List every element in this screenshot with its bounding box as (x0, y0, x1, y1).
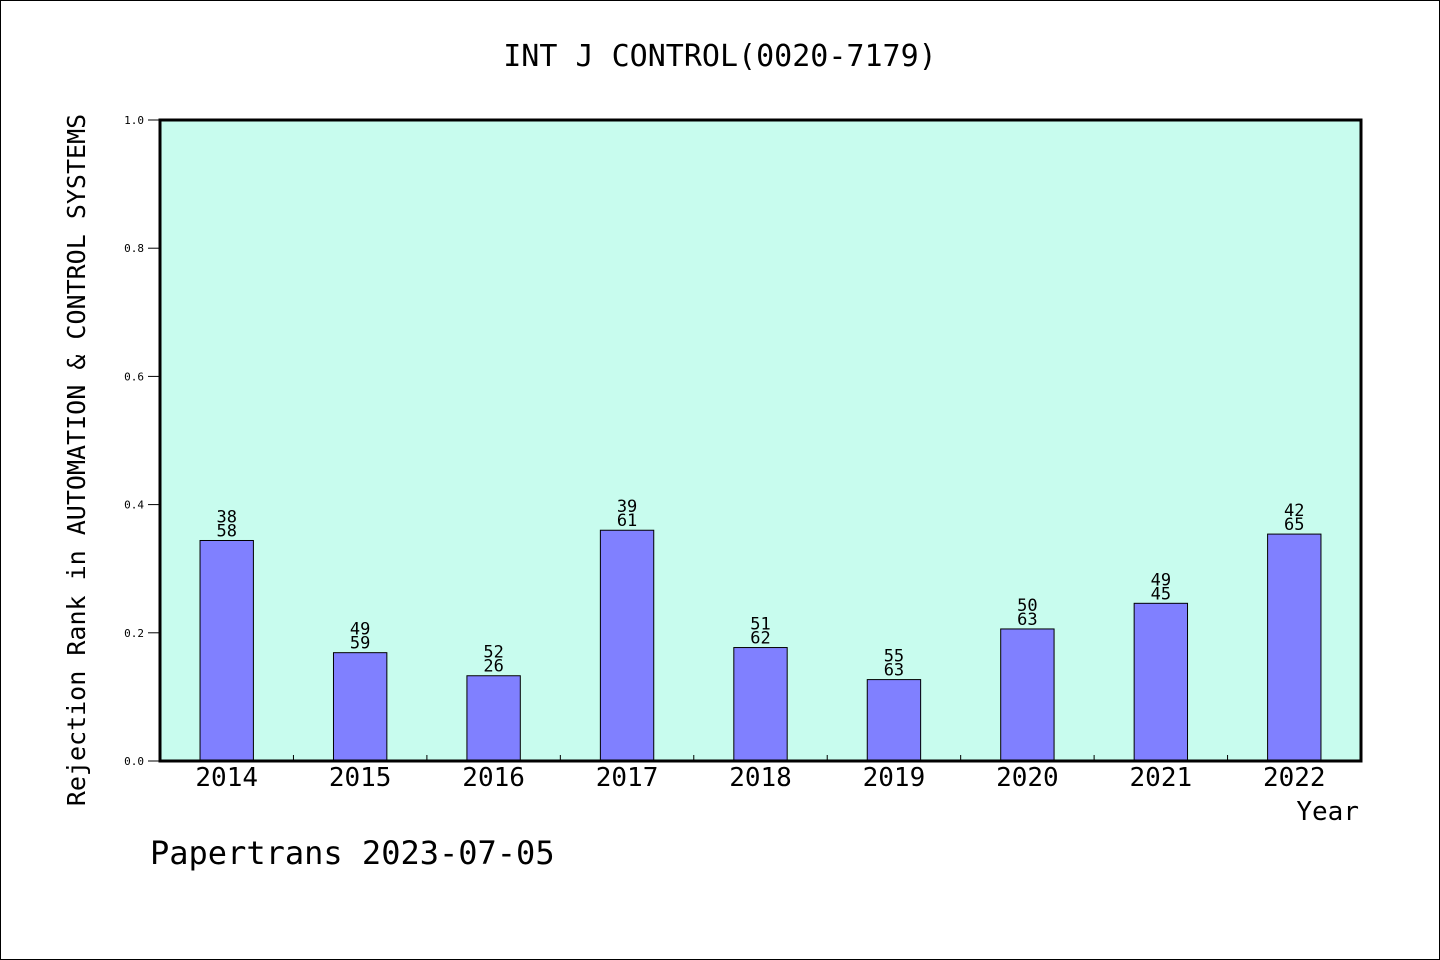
bar-label-top: 52 (483, 643, 503, 663)
bar-2016 (466, 675, 521, 762)
bar-label-top: 42 (1284, 501, 1304, 521)
bar-2014 (199, 539, 254, 762)
footer-credit: Papertrans 2023-07-05 (150, 834, 555, 872)
bar-label-bottom: 58 (216, 521, 236, 541)
bar-label-top: 55 (884, 647, 904, 667)
bar-label-top: 49 (350, 620, 370, 640)
bar-label-bottom: 61 (617, 511, 637, 531)
y-tick-label: 0.6 (124, 370, 144, 383)
plot-frame (158, 118, 1363, 763)
bar-label-bottom: 63 (1017, 610, 1037, 630)
chart-title: INT J CONTROL(0020-7179) (503, 39, 936, 74)
x-tick-label: 2020 (996, 763, 1059, 793)
bar-label-bottom: 45 (1151, 584, 1171, 604)
bar-2019 (866, 679, 922, 762)
bar-2020 (1000, 628, 1055, 762)
bar-label-top: 49 (1151, 570, 1171, 590)
bar-label-top: 39 (617, 497, 637, 517)
y-tick-label: 0.2 (124, 627, 144, 640)
x-tick-label: 2016 (462, 763, 525, 793)
x-tick-label: 2018 (729, 763, 792, 793)
x-tick-label: 2021 (1130, 763, 1193, 793)
bar-label-bottom: 59 (350, 634, 370, 654)
bar-2021 (1133, 602, 1189, 762)
bar-2022 (1267, 533, 1322, 762)
y-axis-label: Rejection Rank in AUTOMATION & CONTROL S… (62, 114, 91, 806)
bar-label-bottom: 62 (750, 629, 770, 649)
x-tick-label: 2015 (329, 763, 392, 793)
bar-label-bottom: 63 (884, 661, 904, 681)
x-tick-label: 2019 (863, 763, 926, 793)
bar-label-top: 50 (1017, 596, 1037, 616)
bar-label-top: 51 (750, 615, 770, 635)
x-axis-label: Year (1296, 797, 1359, 827)
y-tick-label: 0.8 (124, 242, 144, 255)
bar-2018 (733, 647, 788, 762)
y-tick-label: 1.0 (124, 114, 144, 127)
bar-label-bottom: 26 (483, 657, 503, 677)
bar-2015 (332, 652, 388, 762)
x-tick-label: 2014 (195, 763, 258, 793)
y-tick-label: 0.4 (124, 499, 144, 512)
x-tick-label: 2022 (1263, 763, 1326, 793)
bars-group (199, 529, 1322, 762)
y-axis-ticks: 0.0 0.2 0.4 0.6 0.8 1.0 (124, 114, 160, 768)
bar-2017 (599, 529, 655, 762)
x-tick-label: 2017 (596, 763, 659, 793)
y-tick-label: 0.0 (124, 755, 144, 768)
bar-label-top: 38 (216, 507, 236, 527)
x-axis-ticks: 2014 2015 2016 2017 2018 2019 2020 2021 2022 (195, 755, 1326, 793)
bar-label-bottom: 65 (1284, 515, 1304, 535)
